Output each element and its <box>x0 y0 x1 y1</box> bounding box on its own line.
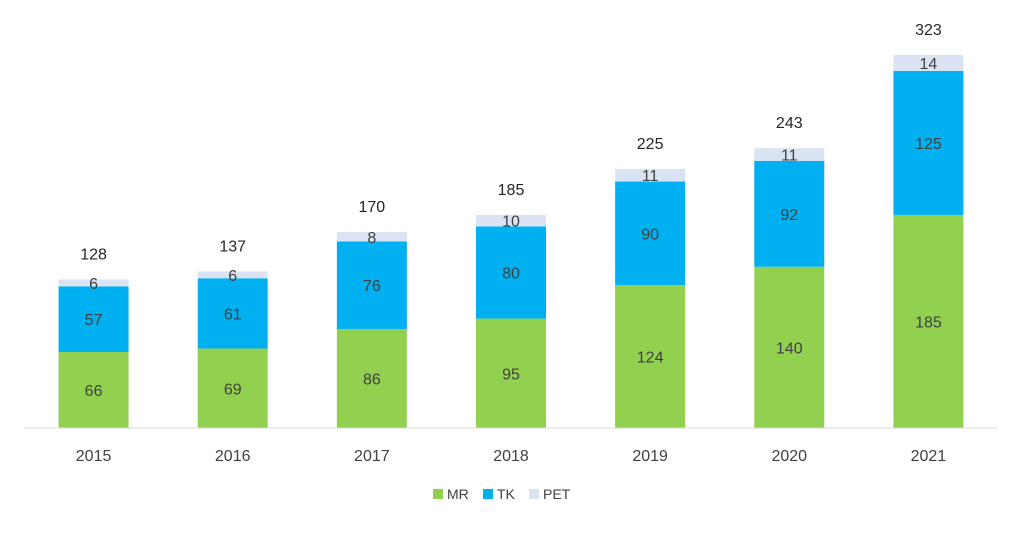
data-label-pet-2017: 8 <box>367 230 376 247</box>
data-label-tk-2015: 57 <box>85 312 103 329</box>
bar-segment-pet-2020 <box>754 148 825 161</box>
total-label-2020: 243 <box>776 115 803 132</box>
data-label-pet-2016: 6 <box>228 268 237 285</box>
bar-segment-tk-2018 <box>476 226 546 319</box>
data-label-tk-2019: 90 <box>641 226 659 243</box>
x-tick-label-2017: 2017 <box>354 448 390 465</box>
data-label-mr-2021: 185 <box>915 314 942 331</box>
bar-segment-pet-2019 <box>615 168 686 182</box>
data-label-mr-2019: 124 <box>637 350 664 367</box>
x-tick-label-2018: 2018 <box>493 448 529 465</box>
bar-segment-tk-2015 <box>58 286 129 352</box>
data-label-pet-2015: 6 <box>89 276 98 293</box>
data-label-mr-2016: 69 <box>224 381 242 398</box>
data-label-mr-2017: 86 <box>363 371 381 388</box>
x-tick-label-2015: 2015 <box>76 448 112 465</box>
x-tick-label-2016: 2016 <box>215 448 251 465</box>
legend-swatch-mr <box>433 489 443 499</box>
data-label-tk-2020: 92 <box>780 207 798 224</box>
bar-segment-pet-2016 <box>197 271 268 279</box>
bar-segment-pet-2015 <box>58 279 129 287</box>
legend-label-tk: TK <box>497 486 516 502</box>
data-label-tk-2017: 76 <box>363 278 381 295</box>
legend-label-pet: PET <box>543 486 571 502</box>
bar-segment-tk-2020 <box>754 160 825 267</box>
bar-segment-mr-2018 <box>476 318 546 428</box>
total-label-2019: 225 <box>637 136 664 153</box>
total-label-2017: 170 <box>359 199 386 216</box>
bar-segment-pet-2017 <box>336 232 407 242</box>
bar-segment-pet-2021 <box>893 54 964 71</box>
data-label-mr-2020: 140 <box>776 340 803 357</box>
bar-segment-tk-2016 <box>197 278 268 349</box>
bar-segment-mr-2019 <box>615 285 686 428</box>
x-tick-label-2019: 2019 <box>632 448 668 465</box>
bar-segment-tk-2019 <box>615 181 686 286</box>
data-label-tk-2021: 125 <box>915 136 942 153</box>
data-label-mr-2018: 95 <box>502 366 520 383</box>
total-label-2016: 137 <box>219 238 246 255</box>
data-label-pet-2021: 14 <box>920 56 938 73</box>
total-label-2015: 128 <box>80 246 107 263</box>
bar-segment-mr-2015 <box>58 351 129 428</box>
bar-segment-mr-2021 <box>893 214 964 428</box>
legend-swatch-pet <box>529 489 539 499</box>
data-label-pet-2018: 10 <box>502 214 520 231</box>
data-label-pet-2020: 11 <box>781 147 798 164</box>
data-label-mr-2015: 66 <box>85 383 103 400</box>
data-label-pet-2019: 11 <box>642 168 659 185</box>
x-tick-label-2020: 2020 <box>771 448 807 465</box>
legend-swatch-tk <box>483 489 493 499</box>
bar-segment-tk-2017 <box>336 241 407 329</box>
bar-segment-mr-2020 <box>754 266 825 428</box>
bar-segment-pet-2018 <box>476 214 546 227</box>
data-label-tk-2016: 61 <box>224 306 242 323</box>
bar-segment-mr-2016 <box>197 348 268 428</box>
x-tick-label-2021: 2021 <box>911 448 947 465</box>
total-label-2018: 185 <box>498 182 525 199</box>
total-label-2021: 323 <box>915 22 942 39</box>
legend-label-mr: MR <box>447 486 469 502</box>
bar-segment-mr-2017 <box>336 328 407 428</box>
data-label-tk-2018: 80 <box>502 266 520 283</box>
bar-segment-tk-2021 <box>893 70 964 215</box>
